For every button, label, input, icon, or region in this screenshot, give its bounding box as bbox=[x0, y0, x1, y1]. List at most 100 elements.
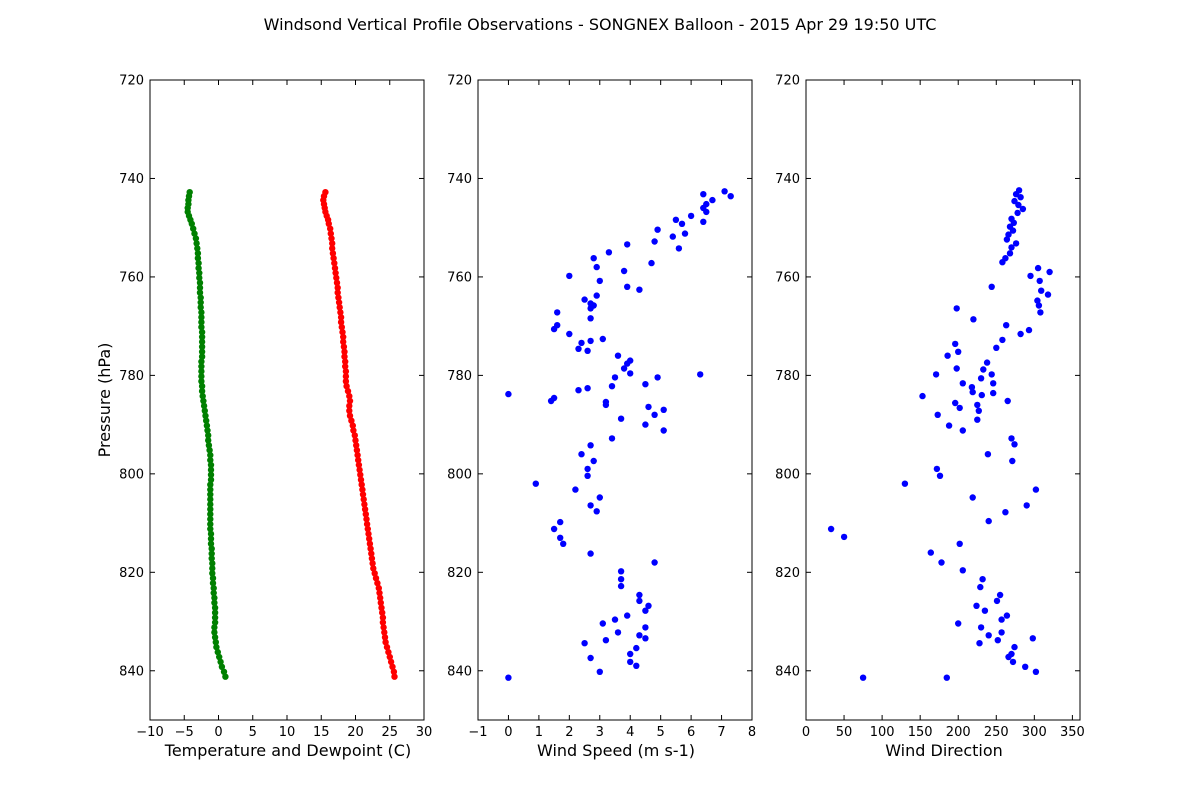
x-tick-label: 25 bbox=[381, 725, 398, 740]
data-point bbox=[353, 442, 360, 449]
data-point bbox=[550, 325, 558, 333]
data-point bbox=[194, 255, 202, 262]
data-point bbox=[334, 284, 341, 291]
data-point bbox=[198, 358, 205, 365]
data-point bbox=[566, 330, 573, 338]
data-point bbox=[999, 336, 1006, 344]
data-point bbox=[985, 517, 992, 525]
data-point bbox=[198, 383, 206, 390]
data-point bbox=[198, 328, 206, 336]
data-point bbox=[1027, 272, 1034, 280]
data-point bbox=[596, 277, 603, 285]
data-point bbox=[211, 634, 219, 641]
data-point bbox=[602, 637, 610, 644]
data-point bbox=[996, 591, 1004, 599]
panel-wind-direction: 0 50 100 150 200 250 300 350 720 740 760 780 800 820 8… bbox=[775, 74, 1085, 761]
data-point bbox=[193, 240, 200, 247]
data-point bbox=[198, 338, 206, 346]
data-point bbox=[207, 540, 215, 547]
data-point bbox=[977, 583, 984, 591]
data-point bbox=[1037, 309, 1044, 316]
data-point bbox=[332, 269, 339, 277]
x-tick-label: 10 bbox=[279, 725, 296, 740]
data-point bbox=[194, 245, 201, 252]
data-point bbox=[212, 639, 219, 646]
data-point bbox=[608, 383, 616, 390]
data-point bbox=[211, 614, 219, 621]
data-point bbox=[329, 250, 337, 257]
data-point bbox=[342, 358, 349, 365]
data-point bbox=[206, 447, 213, 454]
data-point bbox=[198, 319, 205, 326]
data-point bbox=[211, 624, 218, 631]
data-point bbox=[198, 363, 205, 370]
data-point bbox=[209, 560, 216, 567]
data-point bbox=[959, 380, 966, 387]
data-point bbox=[1011, 441, 1018, 448]
data-point bbox=[953, 365, 960, 372]
data-point bbox=[1017, 330, 1024, 338]
data-point bbox=[927, 549, 934, 556]
x-tick-label: 50 bbox=[836, 725, 853, 740]
data-point bbox=[703, 208, 710, 216]
data-point bbox=[968, 384, 976, 391]
y-tick-label: 800 bbox=[775, 467, 800, 482]
data-point bbox=[333, 279, 341, 286]
data-point bbox=[197, 294, 204, 301]
data-point bbox=[374, 579, 381, 587]
data-point bbox=[203, 422, 211, 429]
y-tick-label: 740 bbox=[119, 172, 144, 187]
data-point bbox=[207, 535, 215, 542]
data-point bbox=[1005, 231, 1012, 238]
data-point bbox=[1046, 268, 1053, 276]
data-point bbox=[687, 212, 695, 220]
data-point bbox=[651, 559, 658, 566]
data-point bbox=[211, 609, 219, 616]
data-point bbox=[645, 403, 652, 411]
data-point bbox=[333, 274, 340, 282]
y-tick-label: 780 bbox=[119, 369, 144, 384]
data-point bbox=[557, 534, 564, 541]
data-point bbox=[220, 668, 228, 675]
data-point bbox=[934, 411, 941, 418]
data-point bbox=[327, 230, 334, 237]
data-point bbox=[209, 579, 217, 587]
data-point bbox=[505, 674, 512, 681]
data-point bbox=[700, 218, 707, 225]
data-point bbox=[222, 673, 229, 680]
data-point bbox=[993, 597, 1001, 605]
data-point bbox=[651, 411, 658, 418]
data-point bbox=[342, 373, 350, 380]
data-point bbox=[1034, 297, 1041, 304]
data-point bbox=[201, 407, 208, 414]
x-tick-label: 3 bbox=[596, 725, 604, 740]
data-point bbox=[330, 255, 337, 262]
data-point bbox=[608, 435, 616, 442]
data-point bbox=[194, 250, 202, 257]
x-tick-label: −5 bbox=[175, 725, 194, 740]
data-point bbox=[1012, 191, 1020, 198]
data-point bbox=[357, 471, 364, 478]
panel-wind-speed: −1 0 1 2 3 4 5 6 7 8 720 740 760 780 800 820 840 Wind Sp… bbox=[447, 74, 756, 761]
data-point bbox=[207, 476, 215, 483]
data-point bbox=[337, 309, 344, 316]
data-point bbox=[998, 629, 1005, 636]
data-point bbox=[654, 226, 661, 233]
data-point bbox=[1034, 264, 1042, 272]
data-point bbox=[376, 589, 383, 597]
x-tick-label: 4 bbox=[626, 725, 634, 740]
data-point bbox=[955, 348, 962, 355]
data-point bbox=[204, 427, 211, 434]
data-point bbox=[599, 620, 606, 627]
data-point bbox=[721, 188, 728, 195]
plot-frame bbox=[477, 79, 753, 721]
x-tick-label: 30 bbox=[416, 725, 433, 740]
data-point bbox=[207, 471, 215, 478]
y-tick-label: 800 bbox=[119, 467, 144, 482]
data-point bbox=[196, 289, 204, 296]
data-point bbox=[369, 560, 376, 567]
data-point bbox=[379, 614, 387, 621]
x-tick-label: 2 bbox=[565, 725, 573, 740]
data-point bbox=[642, 635, 649, 642]
